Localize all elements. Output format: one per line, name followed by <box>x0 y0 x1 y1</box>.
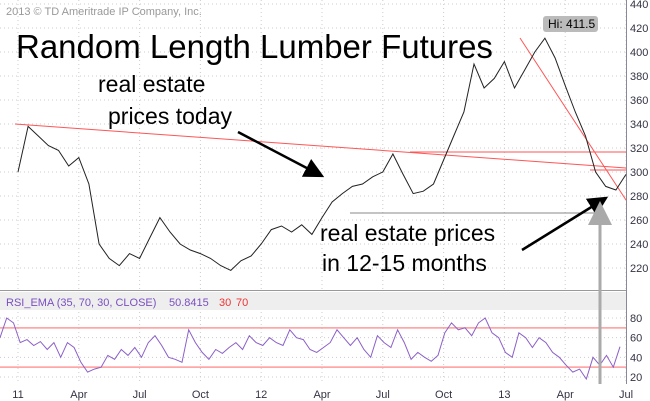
x-tick-label: Jul <box>376 389 390 401</box>
annotation-text: real estate prices <box>320 220 495 246</box>
y-tick-label: 220 <box>630 263 648 275</box>
trendline-long <box>14 123 627 169</box>
rsi-title: RSI_EMA (35, 70, 30, CLOSE) <box>6 297 156 309</box>
panel-divider <box>0 290 626 291</box>
y-tick-label: 440 <box>630 0 648 11</box>
copyright-text: 2013 © TD Ameritrade IP Company, Inc. <box>6 6 202 18</box>
y-tick-label: 360 <box>630 95 648 107</box>
y-tick-label: 420 <box>630 23 648 35</box>
x-tick-label: Jul <box>133 389 147 401</box>
y-tick-label: 280 <box>630 191 648 203</box>
x-tick-label: Jul <box>619 389 633 401</box>
y-tick-label: 320 <box>630 143 648 155</box>
high-label: Hi: 411.5 <box>548 17 595 31</box>
x-tick-label: Oct <box>192 389 209 401</box>
y-axis-line <box>626 0 627 384</box>
y-tick-label: 340 <box>630 119 648 131</box>
y-tick-label: 240 <box>630 239 648 251</box>
x-tick-label: 11 <box>12 389 23 401</box>
y-tick-label: 260 <box>630 215 648 227</box>
rsi-y-tick-label: 80 <box>630 313 642 325</box>
rsi-header <box>0 292 626 310</box>
rsi-lower-band: 30 <box>219 297 231 309</box>
x-tick-label: Apr <box>70 389 87 401</box>
x-tick-label: Apr <box>557 389 574 401</box>
rsi-y-tick-label: 20 <box>630 372 642 384</box>
trendline-down <box>519 37 627 201</box>
grid <box>0 0 627 384</box>
price-series-line <box>17 37 627 271</box>
rsi-y-tick-label: 60 <box>630 333 642 345</box>
annotation-text: in 12-15 months <box>322 250 487 276</box>
chart-title: Random Length Lumber Futures <box>16 28 493 65</box>
rsi-y-tick-label: 40 <box>630 352 642 364</box>
x-tick-label: Oct <box>435 389 452 401</box>
arrow-today <box>237 130 325 178</box>
x-tick-label: 12 <box>255 389 267 401</box>
rsi-last-value: 50.8415 <box>169 297 209 309</box>
y-tick-label: 380 <box>630 71 648 83</box>
y-tick-label: 300 <box>630 167 648 179</box>
x-tick-label: 13 <box>498 389 510 401</box>
high-label-box <box>543 16 598 32</box>
y-tick-label: 400 <box>630 47 648 59</box>
x-tick-label: Apr <box>313 389 330 401</box>
rsi-upper-band: 70 <box>236 297 248 309</box>
arrow-future <box>521 196 609 252</box>
annotation-text: prices today <box>108 103 233 129</box>
annotation-text: real estate <box>98 71 205 97</box>
rsi-series-line <box>0 317 621 381</box>
